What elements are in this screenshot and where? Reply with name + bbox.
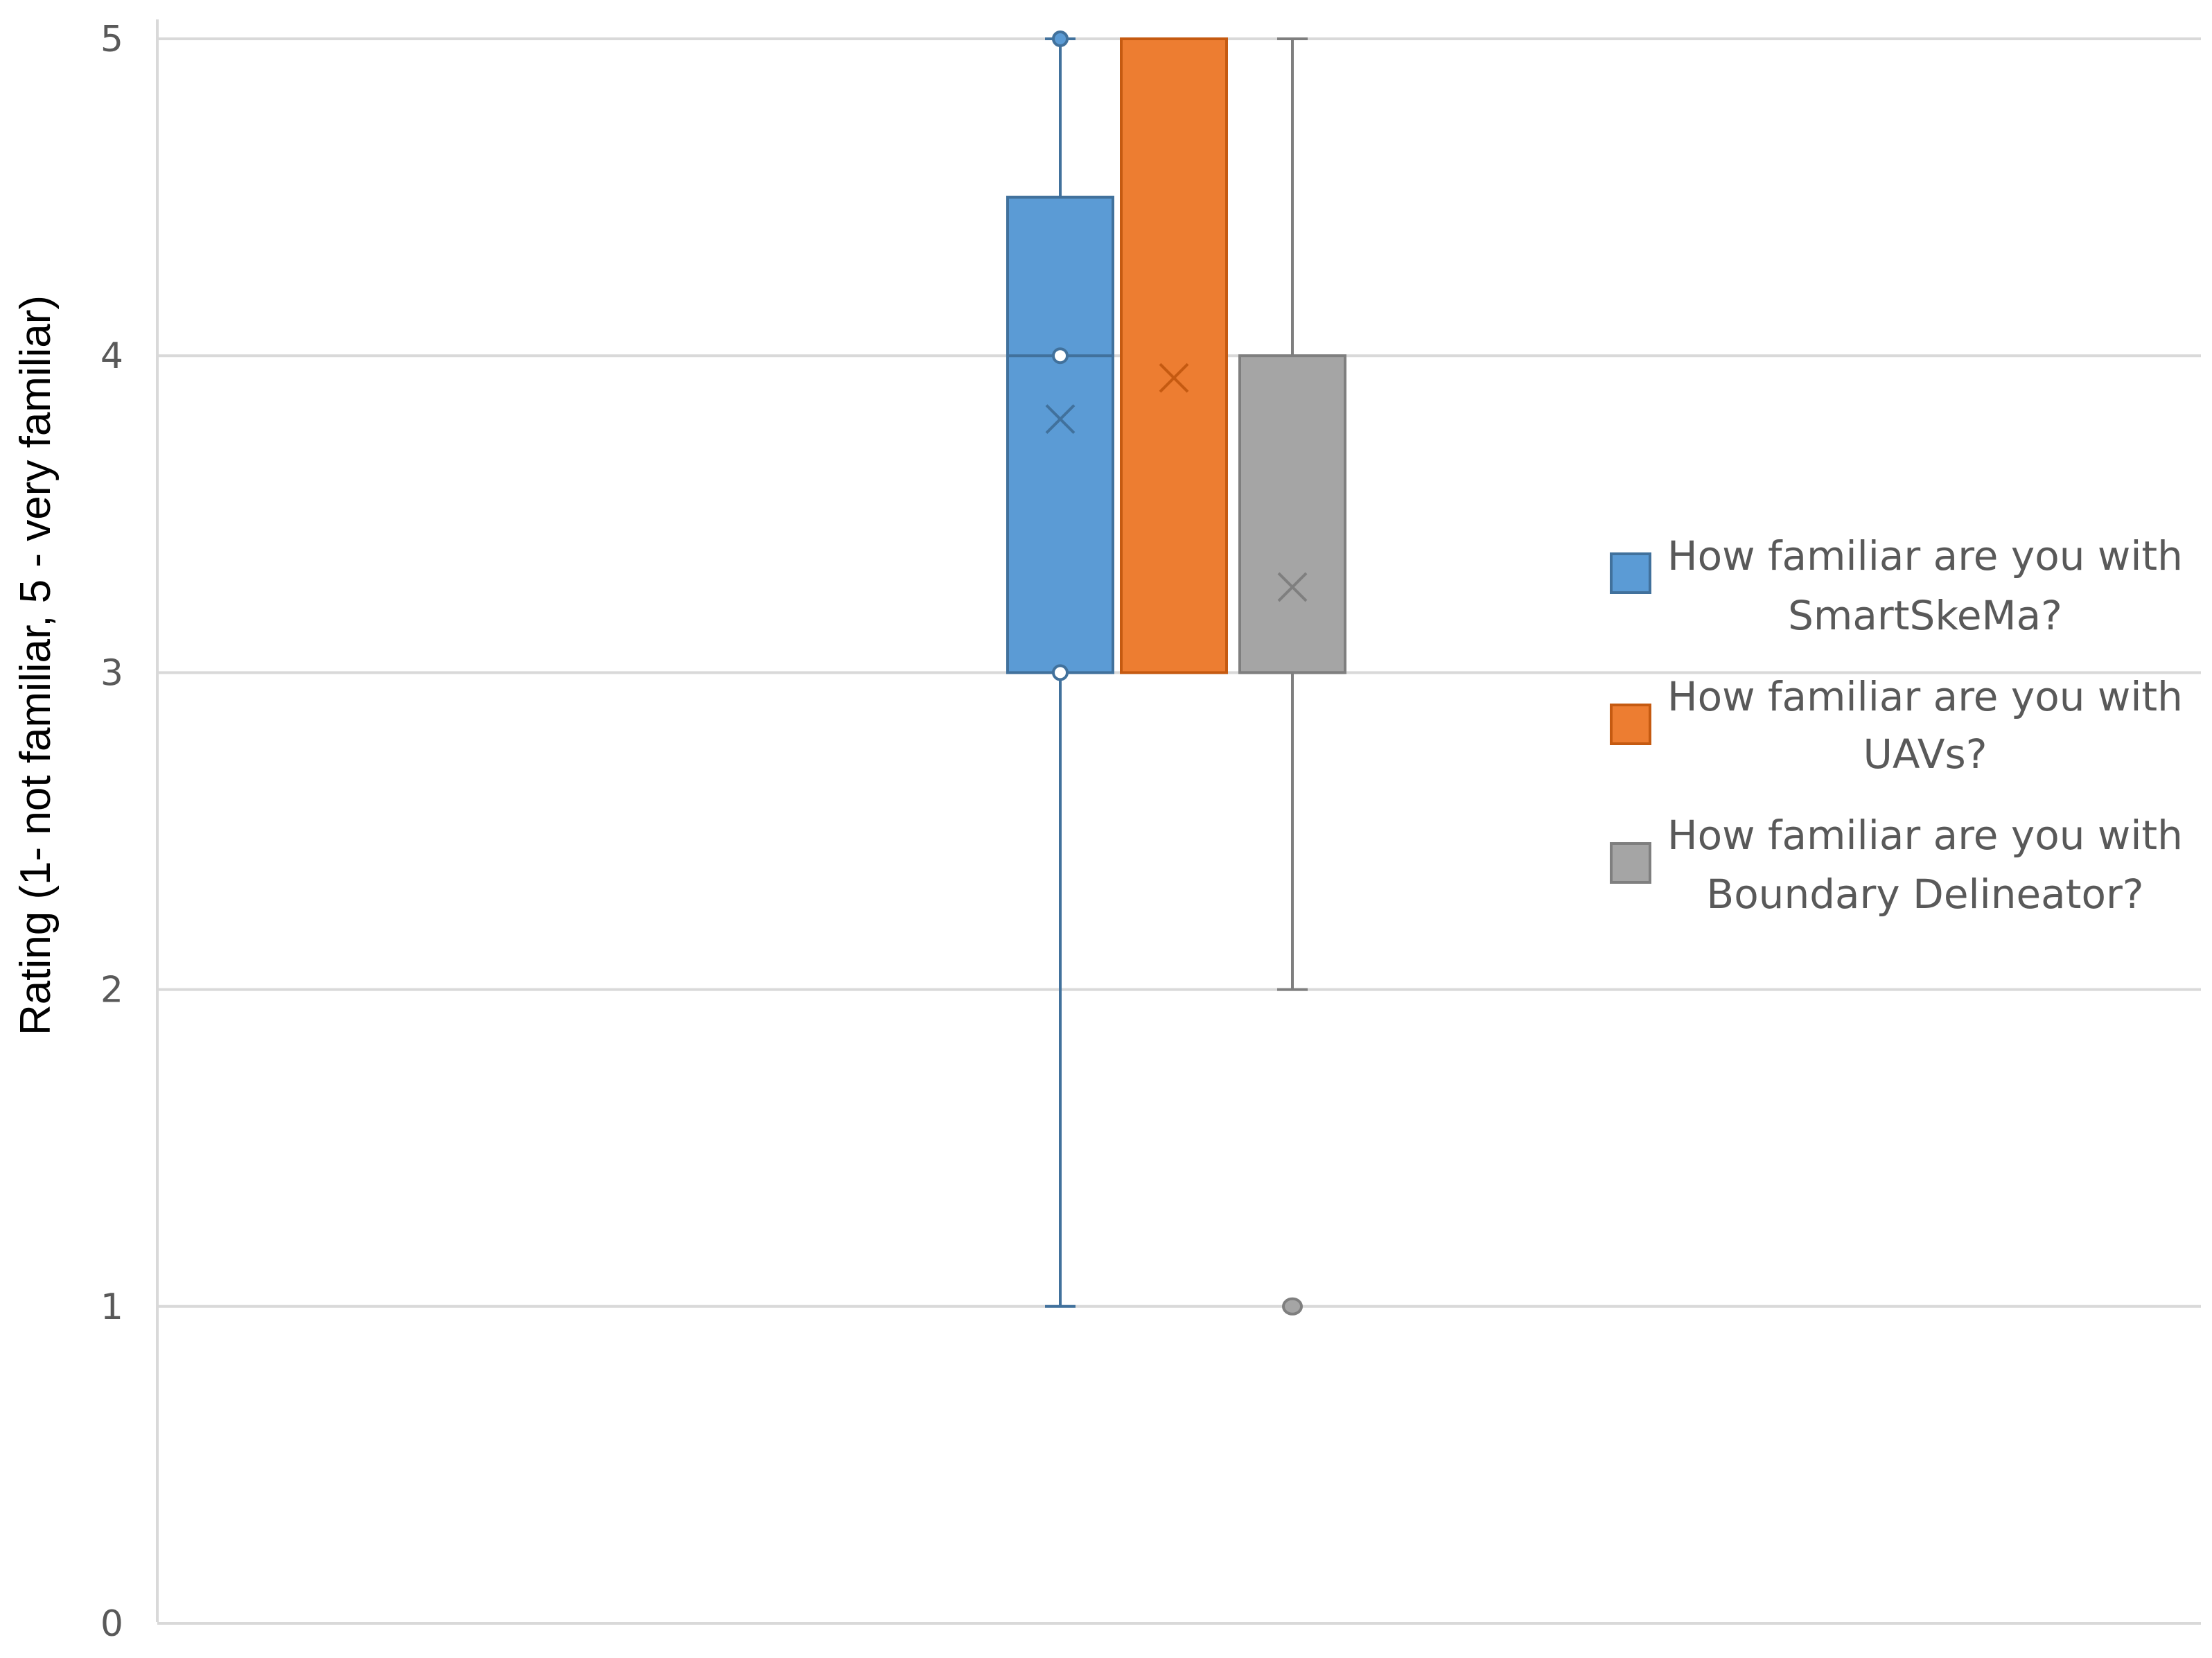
box-rect [1120, 37, 1228, 674]
mean-marker [1277, 572, 1308, 602]
legend-label-line-1: How familiar are you with [1667, 673, 2183, 720]
legend-swatch [1610, 704, 1651, 745]
legend-swatch [1610, 552, 1651, 594]
legend-label-line-2: UAVs? [1863, 731, 1987, 778]
legend-label-line-1: How familiar are you with [1667, 812, 2183, 859]
box-series-3 [1238, 37, 1346, 1316]
legend-label-line-2: Boundary Delineator? [1706, 871, 2143, 918]
y-axis-label: Rating (1- not familiar, 5 - very famili… [12, 295, 60, 1036]
y-tick-label-0: 0 [100, 1603, 123, 1645]
outlier-point [1282, 1297, 1303, 1316]
legend: How familiar are you withSmartSkeMa?How … [1610, 532, 2183, 918]
legend-item-3: How familiar are you with Boundary Deline… [1610, 812, 2183, 918]
data-point [1052, 347, 1069, 365]
y-tick-label-2: 2 [100, 970, 123, 1011]
box-series [1006, 30, 1346, 1316]
legend-label-line-1: How familiar are you with [1667, 532, 2183, 579]
box-series-2 [1120, 37, 1228, 674]
data-point [1052, 664, 1069, 681]
y-tick-label-1: 1 [100, 1286, 123, 1328]
legend-item-2: How familiar are you with UAVs? [1610, 673, 2183, 778]
mean-marker [1159, 363, 1189, 393]
mean-marker [1045, 404, 1076, 435]
y-tick-label-4: 4 [100, 335, 123, 377]
y-tick-label-3: 3 [100, 652, 123, 694]
box-rect [1238, 354, 1346, 674]
y-tick-labels: 0 1 2 3 4 5 [100, 19, 123, 1645]
legend-item-1: How familiar are you with SmartSkeMa? [1610, 532, 2183, 639]
box-rect [1006, 195, 1114, 674]
box-series-1 [1006, 30, 1114, 1308]
y-tick-label-5: 5 [100, 19, 123, 60]
legend-label-line-2: SmartSkeMa? [1788, 592, 2062, 639]
legend-swatch [1610, 842, 1651, 884]
data-point [1052, 30, 1069, 47]
